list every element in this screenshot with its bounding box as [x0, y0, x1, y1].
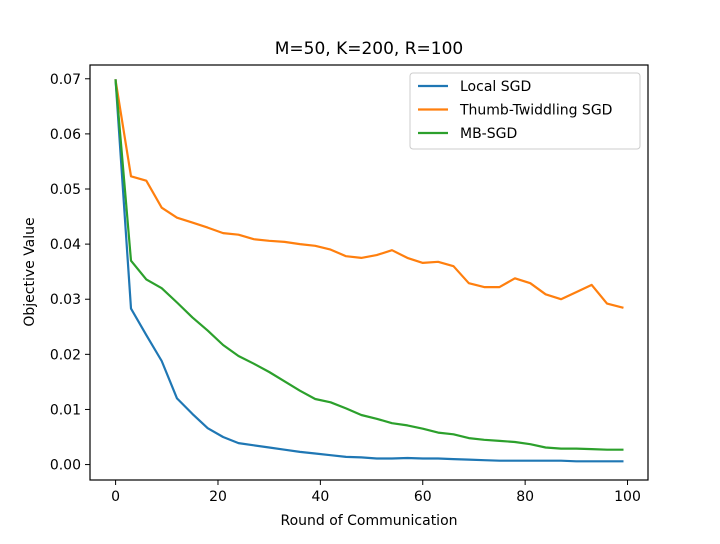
y-tick-label: 0.04 — [50, 237, 81, 253]
y-tick-label: 0.05 — [50, 182, 81, 198]
series-line-mb-sgd — [114, 79, 624, 451]
y-axis-label: Objective Value — [22, 217, 38, 326]
y-tick-label: 0.06 — [50, 127, 81, 143]
legend-item: Thumb-Twiddling SGD — [418, 103, 612, 119]
legend-item: Local SGD — [418, 79, 531, 95]
chart-title: M=50, K=200, R=100 — [275, 39, 464, 59]
x-tick-label: 80 — [516, 489, 534, 505]
y-tick-label: 0.02 — [50, 347, 81, 363]
legend-label: Thumb-Twiddling SGD — [459, 103, 612, 119]
x-tick-label: 20 — [209, 489, 227, 505]
legend-box — [409, 72, 641, 150]
x-axis: 0 20 40 60 80 100 — [111, 480, 641, 505]
series-layer — [114, 79, 624, 463]
series-line-local-sgd — [114, 79, 624, 463]
x-axis-label: Round of Communication — [280, 513, 457, 529]
y-tick-label: 0.01 — [50, 402, 81, 418]
x-tick-label: 100 — [614, 489, 641, 505]
legend-item: MB-SGD — [418, 126, 517, 142]
x-tick-label: 60 — [414, 489, 432, 505]
legend-label: Local SGD — [460, 79, 531, 95]
y-axis: 0.00 0.01 0.02 0.03 0.04 0.05 0.06 0.07 — [50, 72, 90, 474]
series-line-thumb-twiddling-sgd — [114, 79, 624, 309]
plot-frame — [89, 64, 649, 481]
y-tick-label: 0.07 — [50, 72, 81, 88]
legend-label: MB-SGD — [460, 126, 517, 142]
x-tick-label: 40 — [311, 489, 329, 505]
y-tick-label: 0.03 — [50, 292, 81, 308]
legend: Local SGD Thumb-Twiddling SGD MB-SGD — [409, 72, 641, 150]
x-tick-label: 0 — [111, 489, 120, 505]
y-tick-label: 0.00 — [50, 458, 81, 474]
